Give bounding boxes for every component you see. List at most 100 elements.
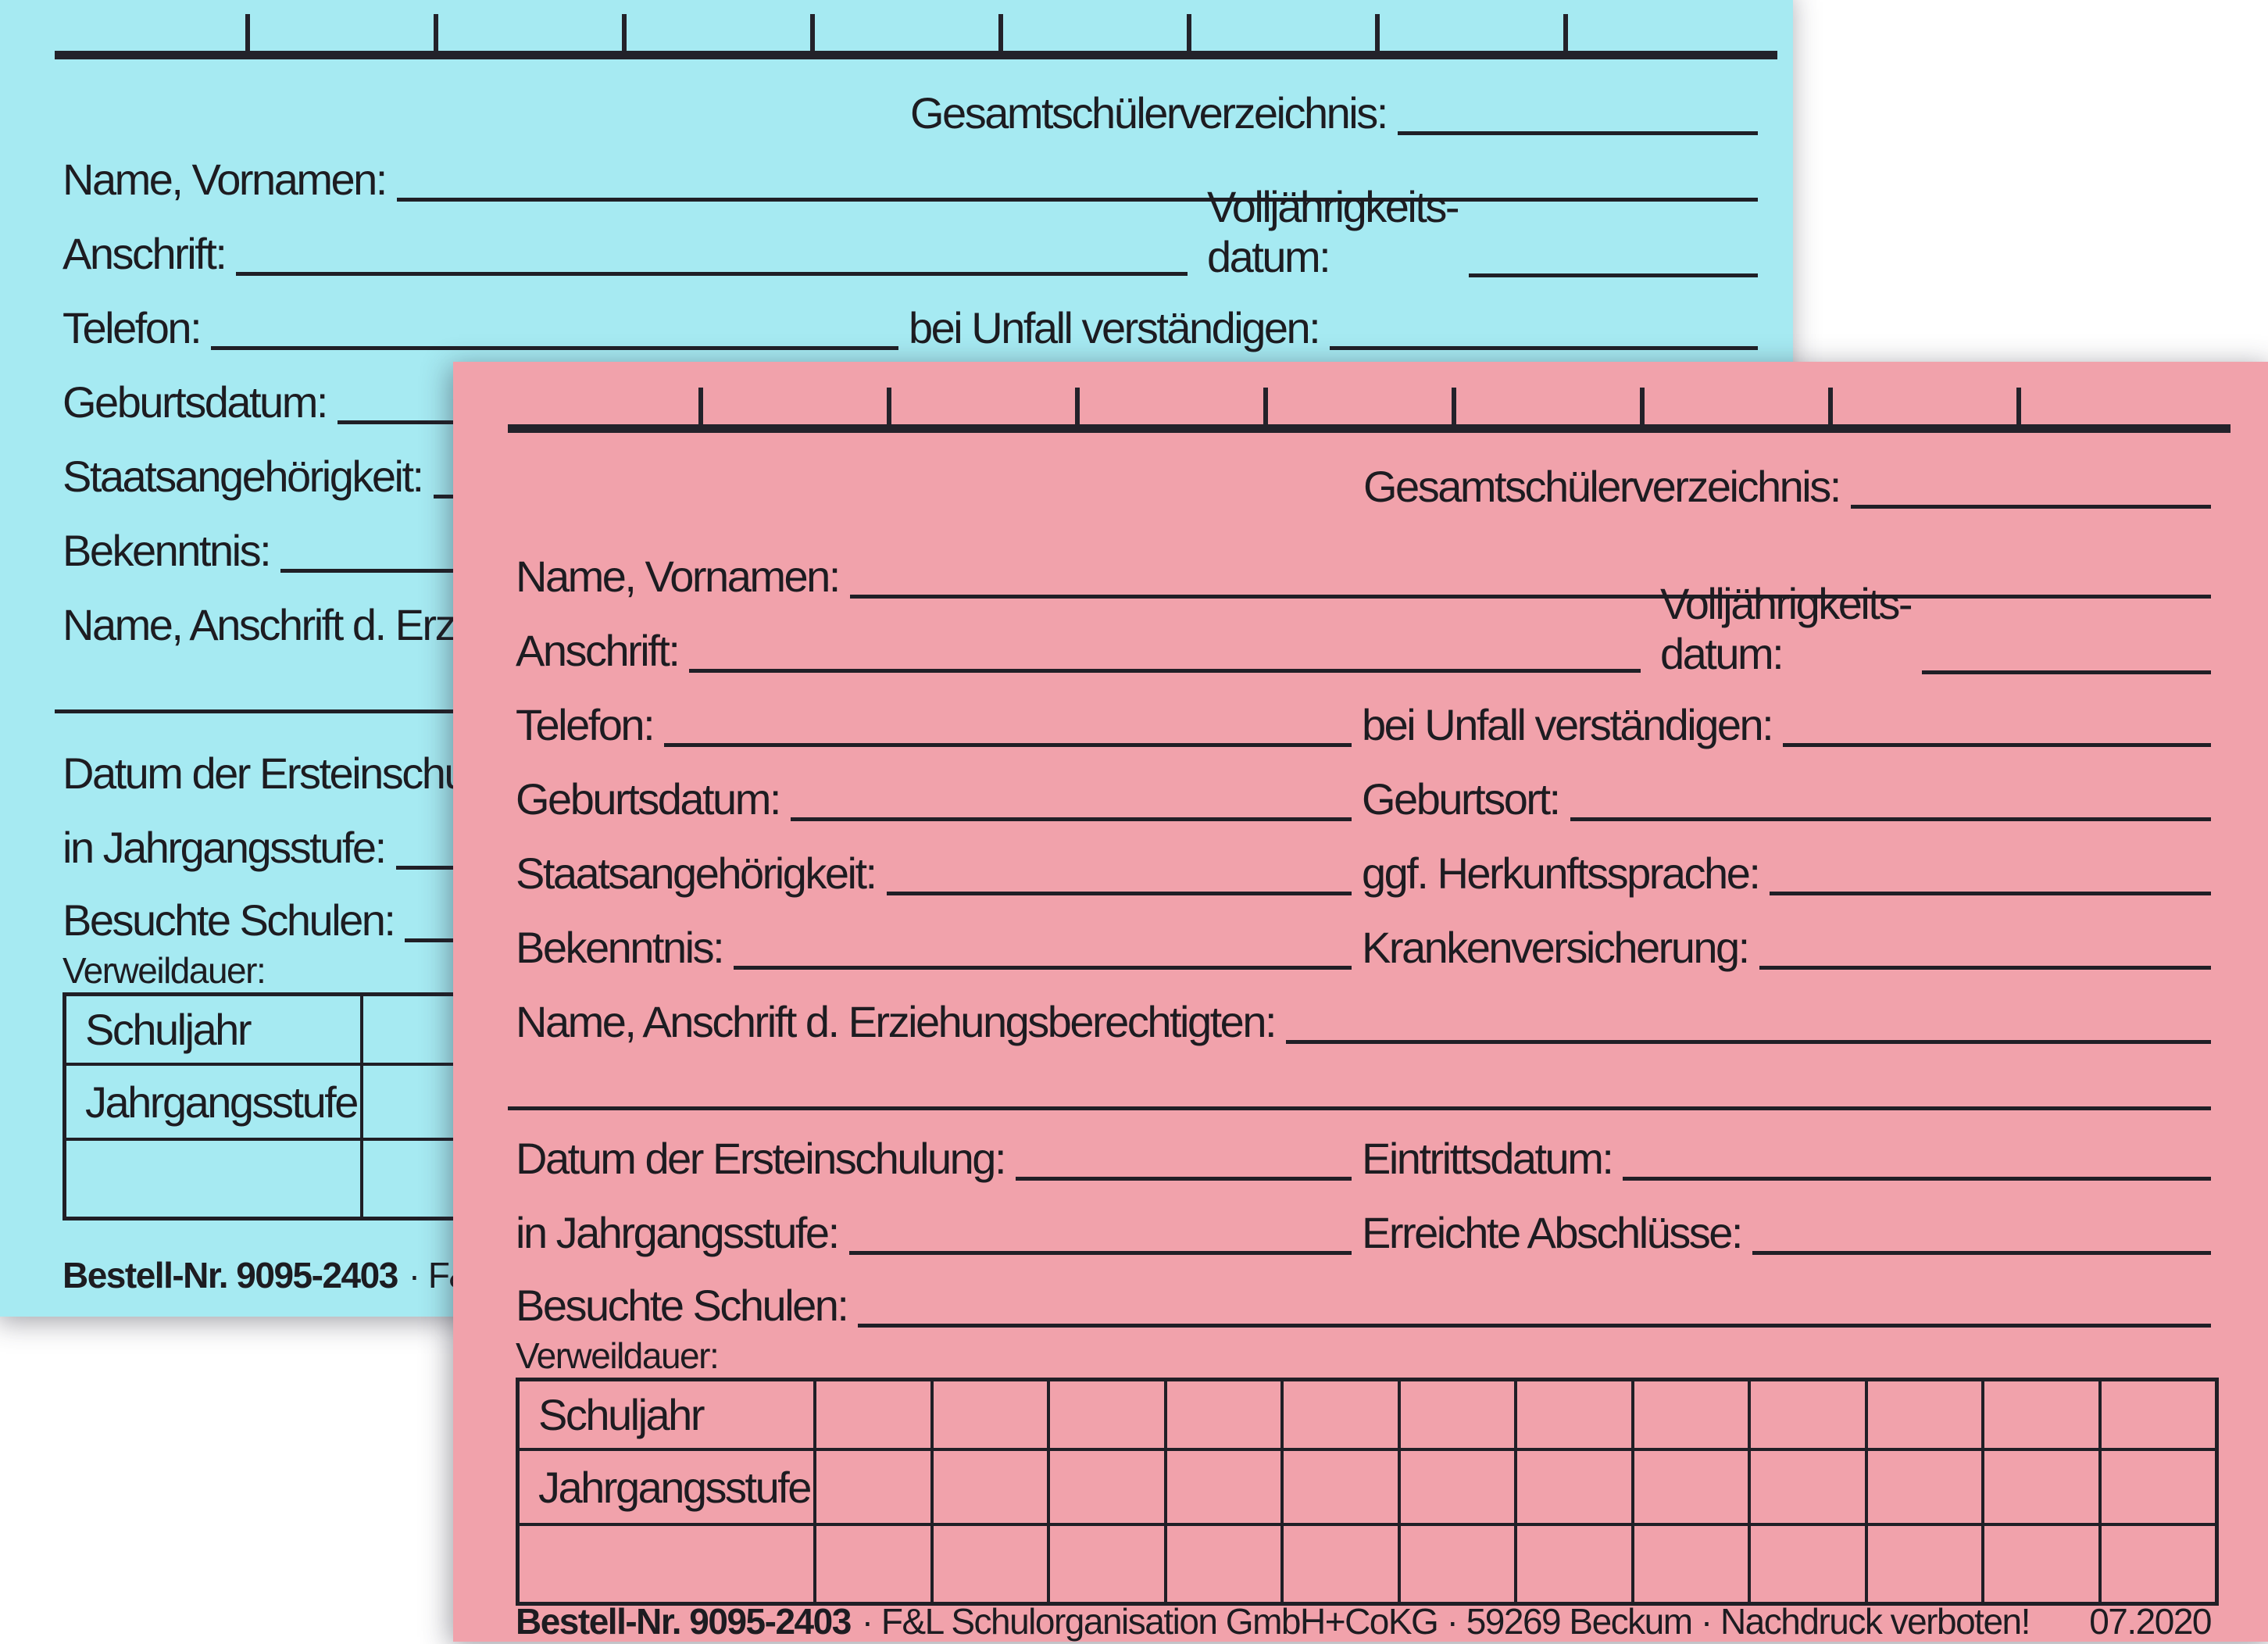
field-label: Name, Anschrift d. Erziehungsberechtigte… — [516, 997, 1277, 1046]
edition-date: 07.2020 — [2089, 1601, 2212, 1642]
blank-line — [664, 743, 1352, 747]
table-cell — [1047, 1526, 1164, 1602]
field-label: Besuchte Schulen: — [63, 895, 396, 945]
table-cell — [1514, 1381, 1631, 1448]
verweildauer-table: Schuljahr Jahrgangsstufe — [516, 1378, 2219, 1606]
field-name-vornamen: Name, Vornamen: — [63, 155, 1758, 205]
ruler-tick — [1563, 14, 1568, 53]
table-cell — [1163, 1381, 1281, 1448]
table-cell — [1280, 1381, 1398, 1448]
table-cell — [1397, 1381, 1515, 1448]
publisher-line: · F&L Schulorganisation GmbH+CoKG · 5926… — [861, 1601, 2031, 1642]
blank-line — [1770, 892, 2211, 895]
field-telefon: Telefon: — [63, 303, 898, 353]
field-label: Eintrittsdatum: — [1362, 1134, 1614, 1183]
table-cell — [813, 1381, 930, 1448]
table-row-label: Jahrgangsstufe — [85, 1077, 359, 1127]
ruler-tick — [1452, 388, 1456, 427]
pink-card: Gesamtschülerverzeichnis: Name, Vornamen… — [453, 362, 2268, 1642]
field-bekenntnis: Bekenntnis: — [516, 923, 1352, 973]
blank-line — [886, 892, 1352, 895]
blank-line — [396, 198, 1758, 202]
field-label: Gesamtschülerverzeichnis: — [1363, 462, 1841, 511]
field-geburtsdatum: Geburtsdatum: — [516, 774, 1352, 824]
table-cell — [1280, 1526, 1398, 1602]
table-cell — [360, 996, 477, 1063]
ruler-line — [508, 424, 2230, 433]
blank-line-full — [508, 1106, 2211, 1110]
table-cell — [1864, 1381, 1982, 1448]
blank-line — [734, 966, 1352, 970]
field-anschrift: Anschrift: — [516, 626, 1641, 676]
field-label: Gesamtschülerverzeichnis: — [910, 88, 1388, 138]
table-cell — [1397, 1526, 1515, 1602]
field-erreichte-abschluesse: Erreichte Abschlüsse: — [1362, 1208, 2211, 1258]
table-cell — [1280, 1451, 1398, 1523]
field-bei-unfall: bei Unfall verständigen: — [1362, 700, 2211, 750]
table-row-label — [520, 1526, 813, 1602]
ruler-tick — [1828, 388, 1833, 427]
table-cell — [1981, 1526, 2098, 1602]
ruler-tick — [698, 388, 703, 427]
table-cell — [930, 1451, 1048, 1523]
table-cell — [360, 1141, 477, 1217]
field-geburtsort: Geburtsort: — [1362, 774, 2211, 824]
field-label: Geburtsdatum: — [63, 377, 328, 427]
field-volljaehrigkeitsdatum: Volljährigkeits- datum: — [1660, 579, 2211, 679]
blank-line — [790, 817, 1352, 821]
order-number: Bestell-Nr. 9095-2403 — [63, 1255, 398, 1296]
table-cell — [1748, 1526, 1865, 1602]
table-cell — [1514, 1526, 1631, 1602]
ruler-tick — [245, 14, 250, 53]
field-label: Name, Vornamen: — [63, 155, 388, 204]
field-eintrittsdatum: Eintrittsdatum: — [1362, 1134, 2211, 1184]
ruler-tick — [434, 14, 438, 53]
table-cell — [813, 1451, 930, 1523]
field-label: Datum der Ersteinschulung: — [516, 1134, 1007, 1183]
field-label: Anschrift: — [516, 626, 680, 675]
blank-line — [1330, 346, 1758, 350]
field-label: bei Unfall verständigen: — [1362, 700, 1774, 749]
blank-line — [1016, 1177, 1352, 1181]
table-cell — [1864, 1451, 1982, 1523]
field-krankenversicherung: Krankenversicherung: — [1362, 923, 2211, 973]
table-cell — [1047, 1381, 1164, 1448]
field-bei-unfall: bei Unfall verständigen: — [909, 303, 1758, 353]
field-erziehungsberechtigte: Name, Anschrift d. Erziehungsberechtigte… — [516, 997, 2211, 1047]
field-label: bei Unfall verständigen: — [909, 303, 1321, 352]
verweildauer-label: Verweildauer: — [516, 1335, 720, 1376]
order-number: Bestell-Nr. 9095-2403 — [516, 1601, 852, 1642]
table-cell — [813, 1526, 930, 1602]
table-cell — [1981, 1451, 2098, 1523]
table-row-label: Schuljahr — [538, 1390, 705, 1439]
field-gesamtschuelerverzeichnis: Gesamtschülerverzeichnis: — [1363, 462, 2211, 512]
table-cell — [2098, 1451, 2216, 1523]
blank-line — [1752, 1251, 2211, 1255]
ruler-tick — [1375, 14, 1380, 53]
table-row-label: Jahrgangsstufe — [538, 1462, 812, 1512]
ruler-tick — [998, 14, 1003, 53]
table-cell — [360, 1066, 477, 1138]
table-cell — [1864, 1526, 1982, 1602]
ruler-tick — [1640, 388, 1645, 427]
field-herkunftssprache: ggf. Herkunftssprache: — [1362, 849, 2211, 899]
table-row — [520, 1523, 2215, 1602]
blank-line — [1570, 817, 2211, 821]
field-label: Staatsangehörigkeit: — [516, 849, 877, 898]
field-label: Besuchte Schulen: — [516, 1281, 849, 1330]
field-label: ggf. Herkunftssprache: — [1362, 849, 1761, 898]
blank-line — [848, 1251, 1352, 1255]
field-label: Volljährigkeits- datum: — [1207, 182, 1460, 281]
table-cell — [2098, 1381, 2216, 1448]
field-besuchte-schulen: Besuchte Schulen: — [516, 1281, 2211, 1331]
blank-line — [849, 595, 2211, 599]
table-row-label — [66, 1141, 360, 1217]
field-ersteinschulung: Datum der Ersteinschulung: — [516, 1134, 1352, 1184]
blank-line — [1469, 273, 1758, 277]
field-label: Telefon: — [516, 700, 655, 749]
table-cell — [1981, 1381, 2098, 1448]
field-volljaehrigkeitsdatum: Volljährigkeits- datum: — [1207, 182, 1758, 282]
field-gesamtschuelerverzeichnis: Gesamtschülerverzeichnis: — [910, 88, 1758, 138]
field-label: Erreichte Abschlüsse: — [1362, 1208, 1743, 1257]
